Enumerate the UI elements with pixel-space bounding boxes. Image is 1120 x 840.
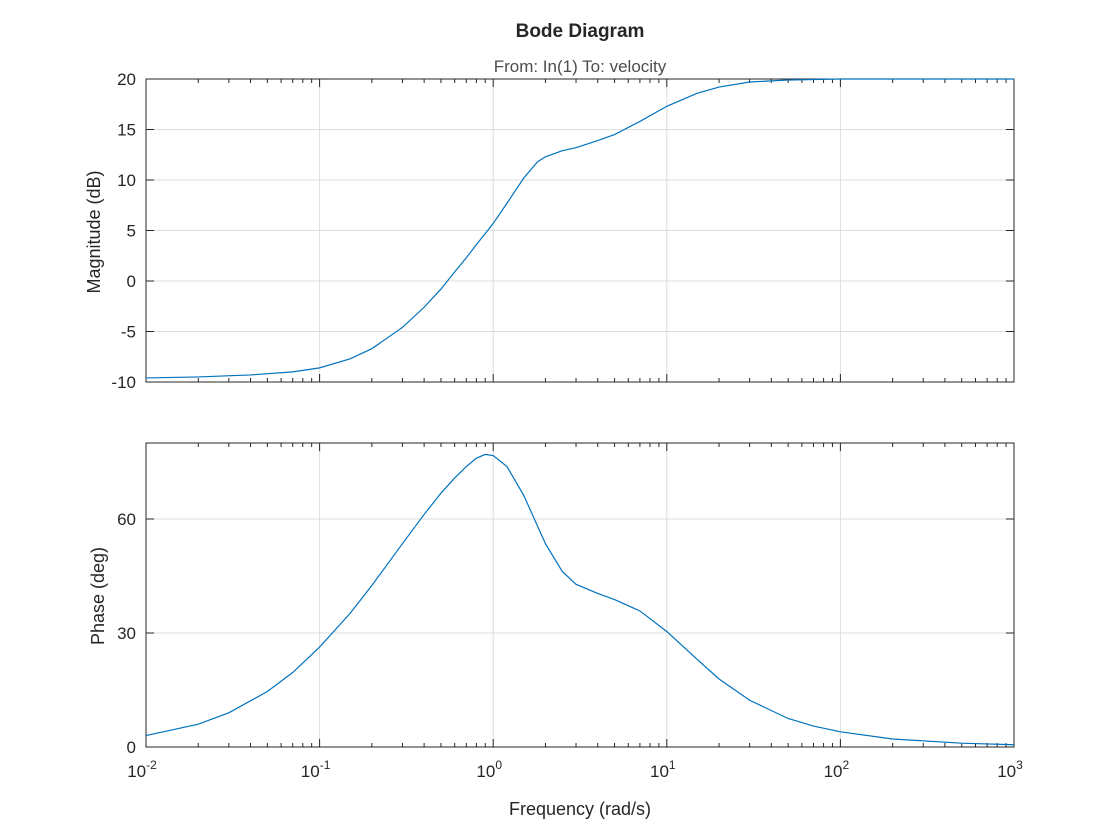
plot-frame: [145, 442, 1015, 748]
x-tick-label: 101: [650, 758, 676, 781]
x-tick-label: 10-2: [127, 758, 157, 781]
chart-title: Bode Diagram: [516, 21, 645, 42]
phase-panel: 0 30 60: [117, 442, 1015, 757]
y-tick-label: 5: [127, 222, 136, 241]
plot-frame: [145, 78, 1015, 383]
y-tick-label: 60: [117, 510, 136, 529]
x-tick-label: 102: [824, 758, 850, 781]
x-tick-label: 10-1: [301, 758, 331, 781]
phase-curve: [145, 453, 1015, 746]
x-tick-label: 100: [476, 758, 502, 781]
y-tick-label: 0: [127, 272, 136, 291]
y-tick-label: 10: [117, 171, 136, 190]
y-tick-label: 30: [117, 624, 136, 643]
magnitude-axis-label: Magnitude (dB): [84, 170, 104, 293]
y-tick-label: -5: [121, 323, 136, 342]
phase-axis-label: Phase (deg): [88, 547, 108, 645]
chart-subtitle: From: In(1) To: velocity: [494, 57, 667, 76]
magnitude-panel: -10 -5 0 5 10 15 20: [111, 70, 1015, 392]
magnitude-curve: [145, 78, 1014, 379]
y-tick-label: 20: [117, 70, 136, 89]
frequency-axis-label: Frequency (rad/s): [509, 799, 651, 819]
y-tick-label: 15: [117, 121, 136, 140]
y-tick-label: -10: [111, 373, 136, 392]
y-tick-label: 0: [127, 738, 136, 757]
x-tick-label: 103: [997, 758, 1023, 781]
